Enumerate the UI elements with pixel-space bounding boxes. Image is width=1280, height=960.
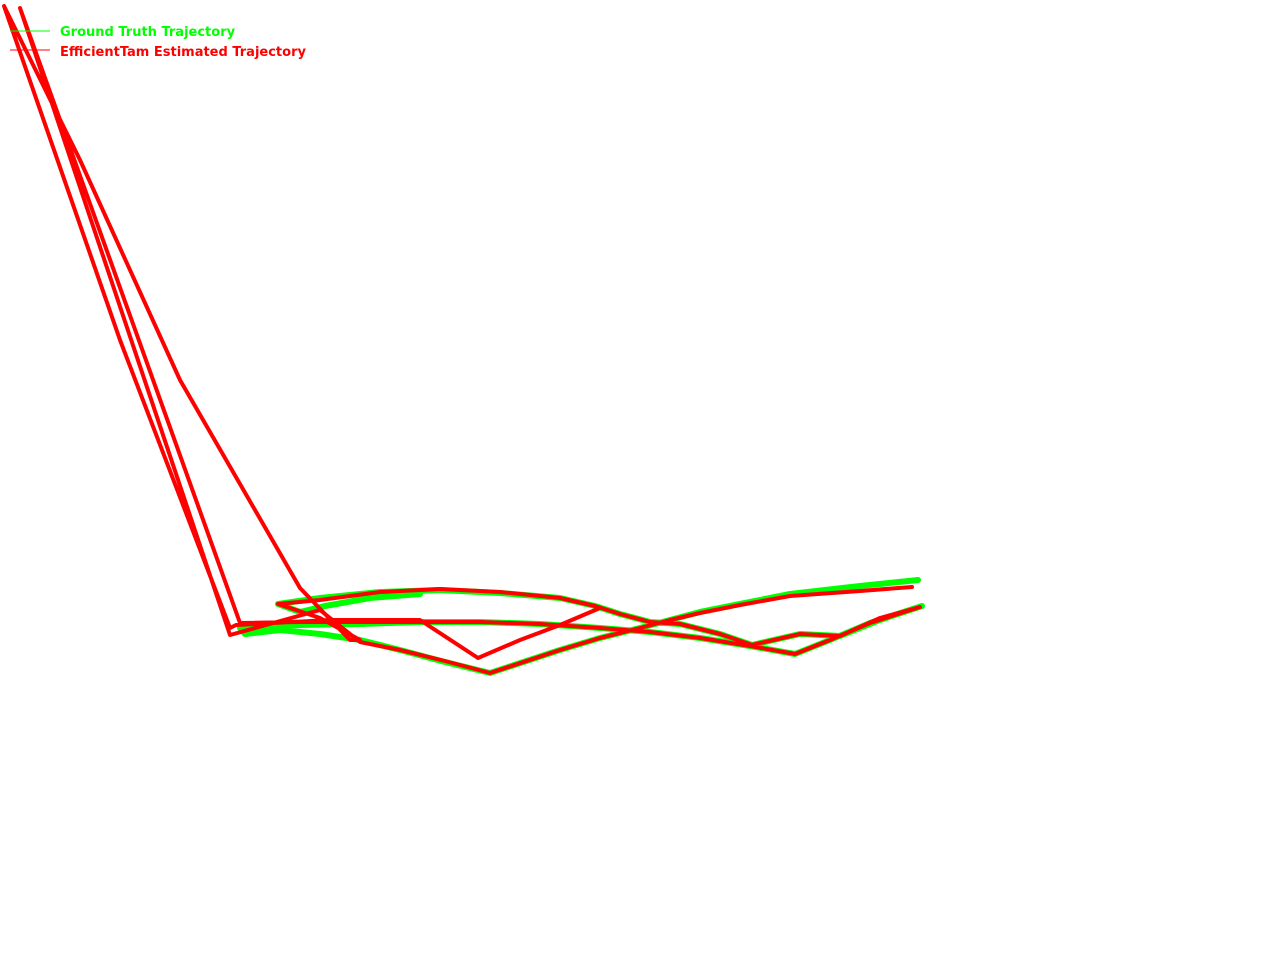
series-estimated [2, 4, 922, 675]
legend-label-ground-truth: Ground Truth Trajectory [60, 25, 236, 40]
legend-item-ground-truth: Ground Truth Trajectory [10, 25, 236, 40]
legend: Ground Truth Trajectory EfficientTam Est… [10, 25, 306, 60]
series-layer [2, 4, 925, 676]
legend-label-estimated: EfficientTam Estimated Trajectory [60, 45, 306, 60]
legend-item-estimated: EfficientTam Estimated Trajectory [10, 45, 306, 60]
trajectory-line-estimated [2, 4, 922, 675]
